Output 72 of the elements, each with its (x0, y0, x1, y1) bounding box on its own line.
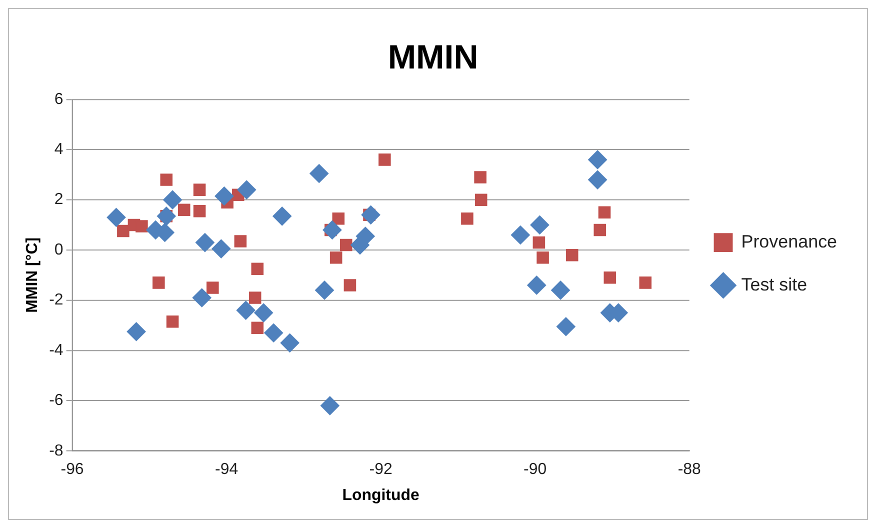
point (310, 164, 329, 183)
legend-label: Test site (741, 274, 808, 294)
point (248, 292, 262, 304)
chart-title: MMIN (388, 38, 478, 77)
point (510, 226, 530, 244)
point (536, 251, 549, 264)
y-tick-label: 6 (54, 90, 64, 108)
point (212, 239, 231, 258)
y-tick-label: -6 (49, 392, 64, 410)
point (178, 204, 190, 216)
point (117, 224, 130, 238)
point (604, 272, 616, 284)
point (251, 262, 264, 276)
y-tick-label: 2 (54, 191, 64, 208)
point (166, 315, 179, 328)
point (639, 276, 652, 289)
point (214, 186, 234, 206)
point (136, 220, 148, 232)
point (474, 194, 488, 206)
point (556, 317, 576, 336)
point (361, 205, 380, 224)
point (195, 233, 214, 252)
point (193, 184, 206, 196)
point (532, 236, 546, 249)
point (527, 276, 546, 295)
point (588, 150, 608, 170)
point (322, 220, 342, 240)
point (234, 235, 247, 248)
y-tick-label: -8 (49, 442, 64, 460)
point (264, 323, 284, 342)
point (530, 215, 550, 234)
point (330, 251, 342, 264)
point (315, 280, 334, 300)
y-tick-label: 0 (54, 241, 64, 258)
y-axis-title: MMIN [°C] (24, 237, 41, 313)
point (594, 224, 606, 236)
point (126, 322, 146, 342)
point (598, 206, 611, 219)
point (236, 300, 256, 320)
point (251, 322, 264, 334)
point (566, 248, 578, 262)
y-tick-label: -2 (49, 292, 64, 309)
point (551, 280, 570, 300)
point (160, 174, 173, 186)
point (254, 303, 274, 322)
point (340, 238, 352, 252)
x-tick-label: -94 (215, 460, 238, 478)
point (163, 190, 182, 210)
point (192, 288, 212, 308)
x-tick-label: -90 (524, 460, 547, 478)
point (378, 154, 391, 166)
point (588, 170, 608, 190)
point (320, 396, 340, 416)
point (461, 212, 474, 225)
x-tick-label: -96 (60, 460, 84, 478)
x-axis-title: Longitude (342, 486, 420, 504)
point (332, 212, 345, 225)
x-tick-label: -92 (369, 460, 392, 478)
x-tick-label: -88 (678, 460, 702, 478)
point (237, 180, 256, 200)
point (280, 333, 300, 352)
point (193, 205, 206, 218)
legend-label: Provenance (741, 232, 838, 252)
point (156, 206, 176, 226)
y-tick-label: 4 (54, 141, 64, 158)
point (474, 171, 486, 184)
point (152, 276, 165, 289)
point (206, 282, 219, 294)
point (106, 208, 126, 227)
point (344, 279, 356, 292)
y-tick-label: -4 (49, 342, 64, 359)
point (272, 206, 292, 226)
